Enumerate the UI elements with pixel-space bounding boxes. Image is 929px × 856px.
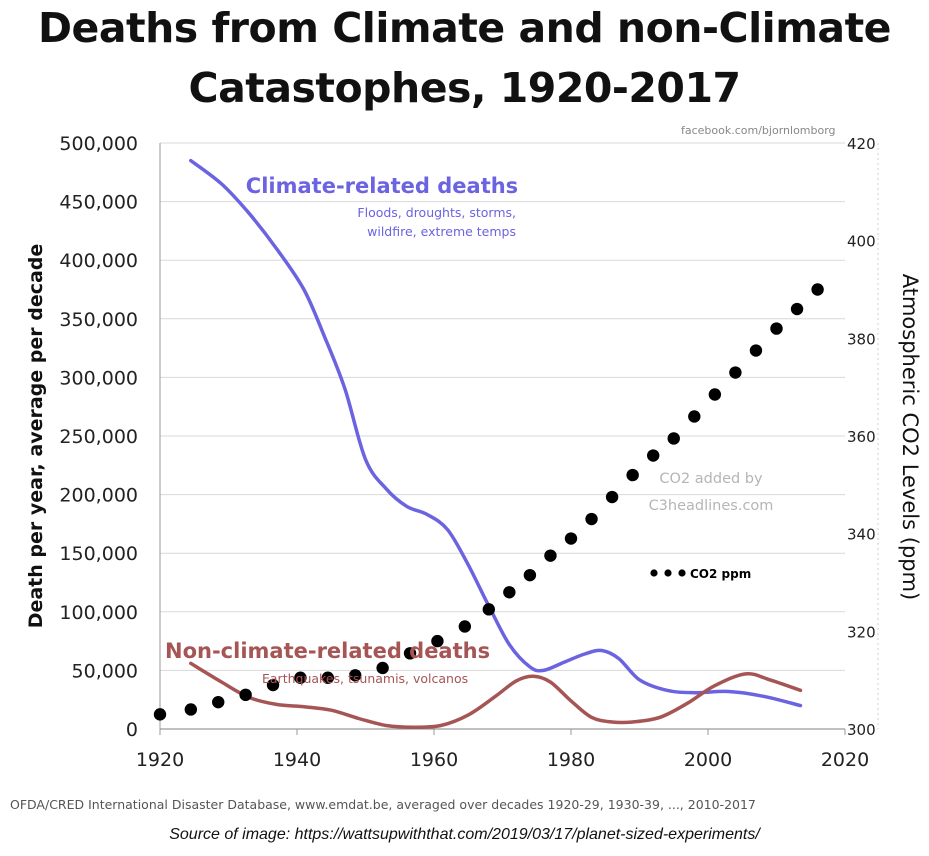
co2-point-5 [294,671,307,684]
co2-point-6 [321,671,335,684]
co2-annotation-line-1: CO2 added by [659,471,763,487]
co2-point-8 [376,661,389,675]
co2-point-13 [503,586,516,599]
co2-point-24 [729,366,742,379]
data-source-note: OFDA/CRED International Disaster Databas… [10,797,756,812]
chart-title-line-1: Deaths from Climate and non-Climate [38,4,892,52]
legend-dot-0 [650,569,658,577]
grid-layer [160,142,845,671]
co2-point-21 [667,432,680,445]
co2-point-3 [239,688,252,702]
x-tick-label-1940: 1940 [273,749,321,771]
chart-title-line-2: Catastophes, 1920-2017 [188,64,741,112]
co2-point-26 [770,322,783,335]
y-tick-label-350000: 350,000 [59,309,138,331]
co2-point-27 [790,302,804,316]
co2-point-17 [585,512,598,526]
y-tick-label-150000: 150,000 [59,543,138,565]
y2-tick-label-340: 340 [847,526,876,544]
legend-dot-1 [664,569,672,577]
co2-point-4 [266,678,280,692]
climate-series-subtitle-1: Floods, droughts, storms, [357,205,516,220]
credit-text: facebook.com/bjornlomborg [681,124,836,137]
co2-point-18 [605,490,619,504]
climate-series-subtitle-2: wildfire, extreme temps [367,224,516,239]
co2-point-20 [647,449,660,462]
co2-point-14 [523,568,537,582]
non-climate-series-subtitle: Earthquakes, tsunamis, volcanos [262,671,468,686]
y-tick-label-50000: 50,000 [72,660,138,682]
y-tick-label-200000: 200,000 [59,485,138,507]
co2-point-16 [564,532,578,545]
co2-point-15 [544,549,557,562]
y2-tick-label-320: 320 [847,623,876,641]
co2-point-7 [349,669,362,682]
co2-point-0 [153,708,167,721]
y2-tick-label-420: 420 [847,135,876,153]
x-tick-label-2020: 2020 [821,749,869,771]
non-climate-series-label: Non-climate-related deaths [165,639,490,663]
y2-tick-label-400: 400 [847,233,876,251]
legend-dot-2 [678,569,686,577]
y2-tick-label-380: 380 [847,330,876,348]
co2-point-1 [184,703,198,716]
x-tick-label-1980: 1980 [547,749,595,771]
co2-point-9 [403,647,417,660]
y-tick-label-0: 0 [126,719,138,741]
image-source-note: Source of image: https://wattsupwiththat… [169,826,760,843]
y2-tick-label-360: 360 [847,428,876,446]
co2-point-2 [212,695,225,709]
co2-annotation-line-2: C3headlines.com [649,498,774,514]
co2-point-19 [626,468,639,482]
y-tick-label-500000: 500,000 [59,133,138,155]
co2-point-22 [688,410,701,423]
climate-series-label: Climate-related deaths [246,174,518,198]
x-tick-label-1960: 1960 [410,749,458,771]
x-tick-label-2000: 2000 [684,749,732,771]
y-tick-label-450000: 450,000 [59,192,138,214]
y2-tick-label-300: 300 [847,721,876,739]
label-layer: Climate-related deaths Floods, droughts, … [165,174,773,686]
legend-label-co2: CO2 ppm [690,567,751,581]
co2-point-10 [431,634,444,648]
y-axis-title: Death per year, average per decade [25,244,47,629]
co2-point-11 [458,620,472,633]
y-tick-label-250000: 250,000 [59,426,138,448]
y-tick-label-400000: 400,000 [59,250,138,272]
co2-point-25 [749,344,763,357]
series-line-climate [189,158,803,708]
series-layer [153,158,824,729]
x-tick-label-1920: 1920 [136,749,184,771]
co2-point-28 [811,283,824,296]
series-line-non-climate [189,661,803,729]
axis-layer: 0 50,000 100,000 150,000 200,000 250,000 300,0… [25,133,922,771]
y2-axis-title: Atmospheric CO2 Levels (ppm) [898,274,922,601]
co2-point-23 [708,388,722,401]
y-tick-label-100000: 100,000 [59,602,138,624]
y-tick-label-300000: 300,000 [59,367,138,389]
co2-point-12 [482,603,495,616]
